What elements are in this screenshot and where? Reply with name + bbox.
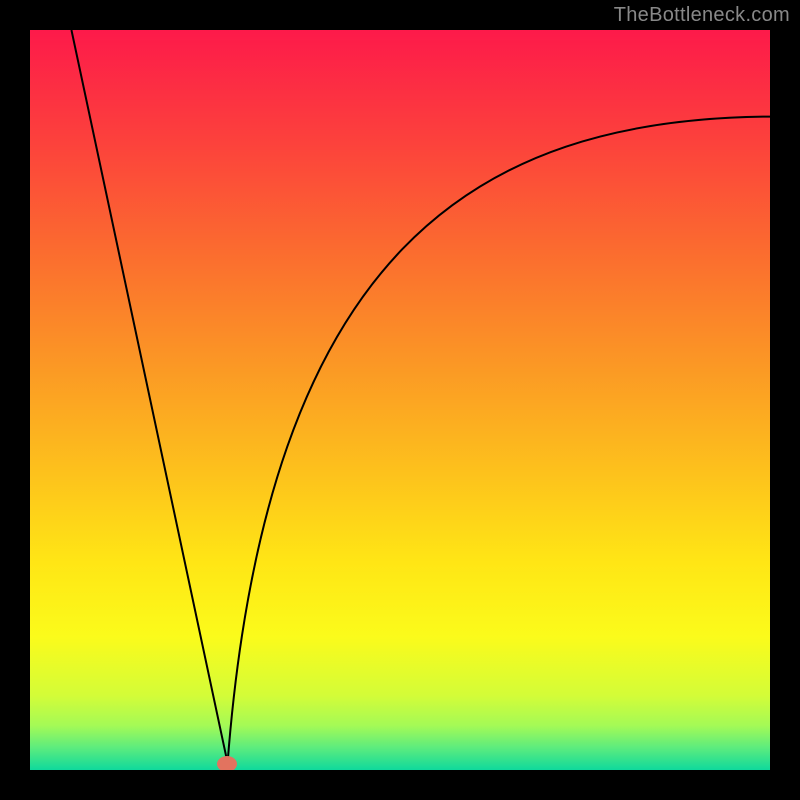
watermark-text: TheBottleneck.com	[614, 4, 790, 27]
minimum-marker-dot	[217, 756, 237, 770]
plot-area	[30, 30, 770, 770]
gradient-background	[30, 30, 770, 770]
